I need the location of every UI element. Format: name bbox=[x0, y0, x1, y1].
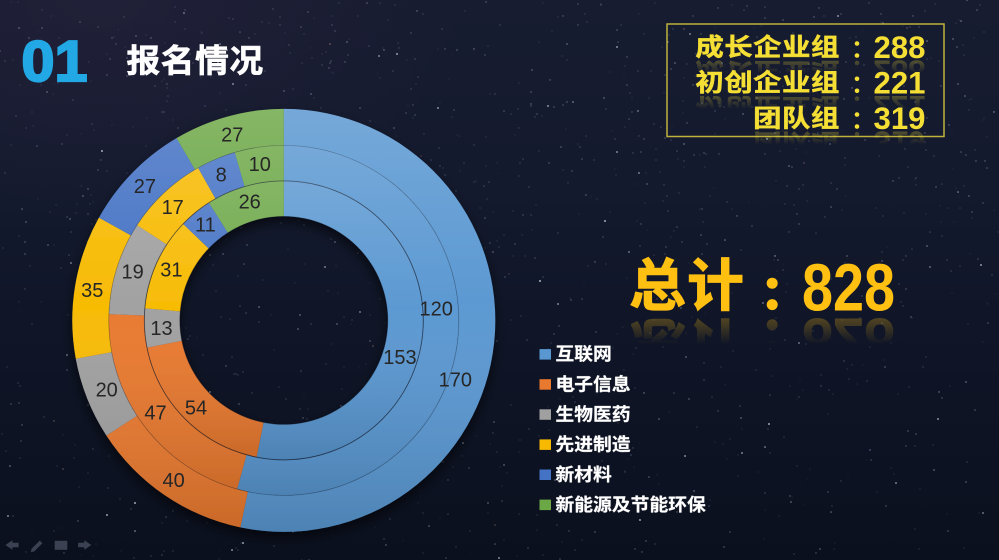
svg-text:170: 170 bbox=[439, 370, 472, 392]
svg-text:20: 20 bbox=[96, 380, 118, 402]
svg-text:13: 13 bbox=[150, 318, 172, 340]
svg-text:8: 8 bbox=[216, 165, 227, 187]
svg-text:35: 35 bbox=[81, 280, 103, 302]
svg-text:01: 01 bbox=[22, 30, 88, 94]
svg-text:153: 153 bbox=[383, 347, 416, 369]
svg-text:11: 11 bbox=[195, 214, 216, 236]
svg-text:27: 27 bbox=[134, 176, 156, 198]
svg-text:47: 47 bbox=[144, 402, 166, 424]
svg-text:40: 40 bbox=[162, 470, 184, 492]
svg-text:27: 27 bbox=[221, 125, 243, 147]
svg-text:31: 31 bbox=[160, 259, 182, 281]
svg-text:120: 120 bbox=[420, 298, 453, 320]
svg-text:10: 10 bbox=[249, 154, 271, 176]
svg-text:17: 17 bbox=[162, 197, 184, 219]
svg-text:19: 19 bbox=[121, 262, 143, 284]
svg-text:54: 54 bbox=[185, 398, 207, 420]
svg-text:26: 26 bbox=[239, 192, 261, 214]
